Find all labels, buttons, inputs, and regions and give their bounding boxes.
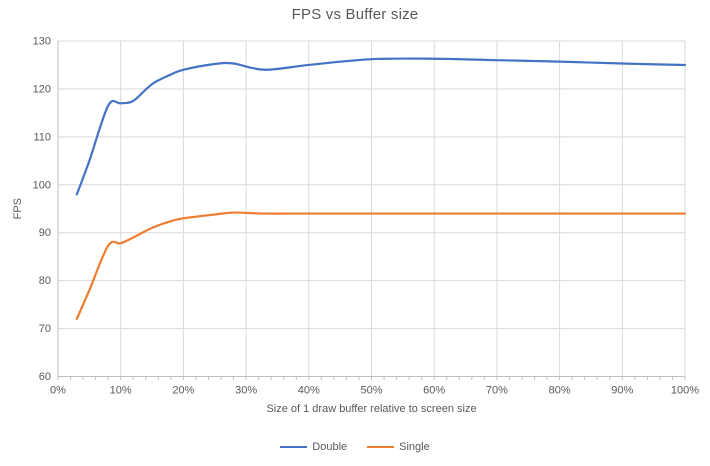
legend-item-single: Single [367, 441, 430, 453]
x-tick-label: 90% [611, 385, 633, 397]
legend-item-double: Double [280, 441, 347, 453]
chart-title: FPS vs Buffer size [291, 6, 419, 23]
y-tick-label: 90 [39, 227, 51, 239]
x-tick-label: 50% [360, 385, 382, 397]
x-tick-label: 40% [298, 385, 320, 397]
y-tick-label: 80 [39, 275, 51, 287]
x-axis-title: Size of 1 draw buffer relative to screen… [266, 403, 477, 415]
axes [57, 41, 686, 380]
legend-line-marker-single [367, 445, 395, 449]
y-tick-label: 60 [39, 371, 51, 383]
x-tick-label: 60% [423, 385, 445, 397]
gridlines [58, 40, 686, 377]
tick-labels: 0% 10% 20% 30% 40% 50% 60% 70% 80% 90% 100% 60 70 80 9… [33, 36, 700, 397]
x-tick-label: 20% [172, 385, 194, 397]
y-tick-label: 100 [33, 179, 51, 191]
x-tick-label: 80% [549, 385, 571, 397]
series-line-double [75, 57, 687, 196]
y-tick-label: 110 [33, 131, 51, 143]
y-tick-label: 130 [33, 36, 51, 48]
legend-label-single: Single [399, 441, 430, 453]
x-tick-label: 100% [671, 385, 699, 397]
y-tick-label: 70 [39, 323, 51, 335]
y-axis-title-text: FPS [12, 198, 24, 220]
x-tick-label: 70% [486, 385, 508, 397]
legend: Double Single [0, 441, 710, 453]
series-line-single [75, 211, 687, 321]
x-tick-label: 30% [235, 385, 257, 397]
x-tick-label: 10% [110, 385, 132, 397]
x-tick-label: 0% [50, 385, 66, 397]
legend-line-marker-double [280, 445, 308, 449]
legend-label-double: Double [312, 441, 348, 453]
y-tick-label: 120 [33, 83, 51, 95]
y-axis-title: FPS [12, 41, 24, 377]
